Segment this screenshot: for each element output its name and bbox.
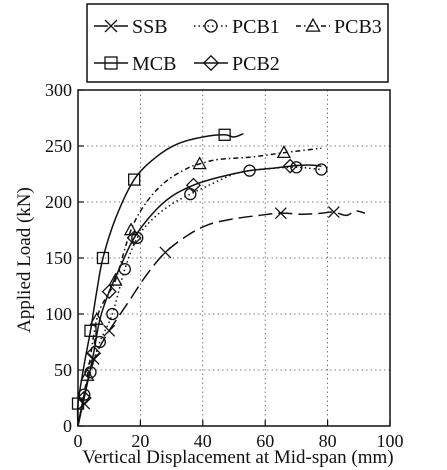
y-axis-title: Applied Load (kN): [14, 187, 35, 333]
point-ssb-3: [159, 246, 172, 259]
legend-marker-pcb1: [204, 19, 218, 33]
series-pcb3: [77, 145, 322, 427]
y-tick-label-250: 250: [45, 136, 72, 156]
point-mcb-4: [218, 128, 231, 141]
point-pcb1-8: [290, 161, 303, 174]
point-mcb-3: [128, 173, 141, 186]
series-line-ssb: [77, 210, 366, 427]
point-ssb-0: [78, 397, 91, 410]
legend: SSB PCB1 PCB3 MCB PCB2: [86, 3, 389, 83]
y-tick-label-150: 150: [45, 248, 72, 268]
point-pcb2-4: [185, 177, 201, 193]
point-pcb1-2: [93, 335, 106, 349]
legend-box: [86, 3, 389, 83]
x-tick-label-60: 60: [256, 431, 274, 451]
x-tick-label-100: 100: [377, 431, 404, 451]
legend-entry-mcb: MCB: [94, 53, 176, 75]
point-mcb-2: [96, 251, 110, 265]
point-pcb3-5: [276, 145, 292, 159]
x-tick-label-0: 0: [74, 431, 83, 451]
x-axis-title: Vertical Displacement at Mid-span (mm): [82, 447, 393, 468]
series-line-pcb2: [77, 164, 322, 427]
axis-ticks: 0 20 40 60 80 100 0 50 100 150 200 250 300: [45, 80, 404, 451]
point-pcb2-5: [282, 158, 298, 174]
x-tick-label-80: 80: [319, 431, 337, 451]
point-pcb2-2: [101, 284, 117, 300]
point-pcb2-0: [76, 390, 92, 406]
legend-label-pcb1: PCB1: [232, 16, 280, 38]
point-ssb-4: [274, 207, 287, 220]
point-pcb1-9: [315, 163, 328, 176]
series-line-mcb: [76, 132, 244, 427]
legend-entry-pcb1: PCB1: [194, 16, 280, 38]
series-line-pcb3: [77, 147, 322, 427]
legend-marker-pcb3: [305, 17, 321, 32]
series-line-pcb1: [77, 166, 322, 427]
point-ssb-2: [103, 324, 116, 337]
legend-label-mcb: MCB: [132, 53, 176, 75]
series-ssb: [77, 206, 366, 427]
series-layer: [71, 128, 366, 427]
legend-marker-mcb: [104, 56, 118, 70]
point-pcb1-3: [106, 307, 119, 321]
legend-marker-ssb: [104, 19, 118, 33]
point-pcb1-7: [243, 164, 256, 177]
y-tick-label-200: 200: [45, 192, 72, 212]
y-tick-label-100: 100: [45, 304, 72, 324]
x-tick-label-20: 20: [131, 431, 149, 451]
legend-label-ssb: SSB: [132, 16, 168, 38]
legend-label-pcb3: PCB3: [334, 16, 382, 38]
grid-lines: [78, 90, 390, 426]
y-tick-label-0: 0: [63, 416, 72, 436]
point-ssb-5: [327, 206, 340, 219]
y-tick-label-300: 300: [45, 80, 72, 100]
point-pcb3-4: [192, 156, 207, 170]
legend-marker-pcb2: [202, 54, 220, 72]
point-mcb-1: [84, 324, 97, 337]
x-tick-label-40: 40: [194, 431, 212, 451]
series-mcb: [71, 128, 244, 427]
point-pcb3-2: [108, 272, 123, 286]
legend-entry-pcb2: PCB2: [194, 53, 280, 75]
legend-entry-ssb: SSB: [94, 16, 168, 38]
point-pcb2-1: [86, 345, 102, 361]
legend-label-pcb2: PCB2: [232, 53, 280, 75]
y-tick-label-50: 50: [54, 360, 72, 380]
legend-entry-pcb3: PCB3: [296, 16, 382, 38]
series-pcb2: [76, 158, 322, 427]
point-pcb2-3: [126, 230, 142, 246]
